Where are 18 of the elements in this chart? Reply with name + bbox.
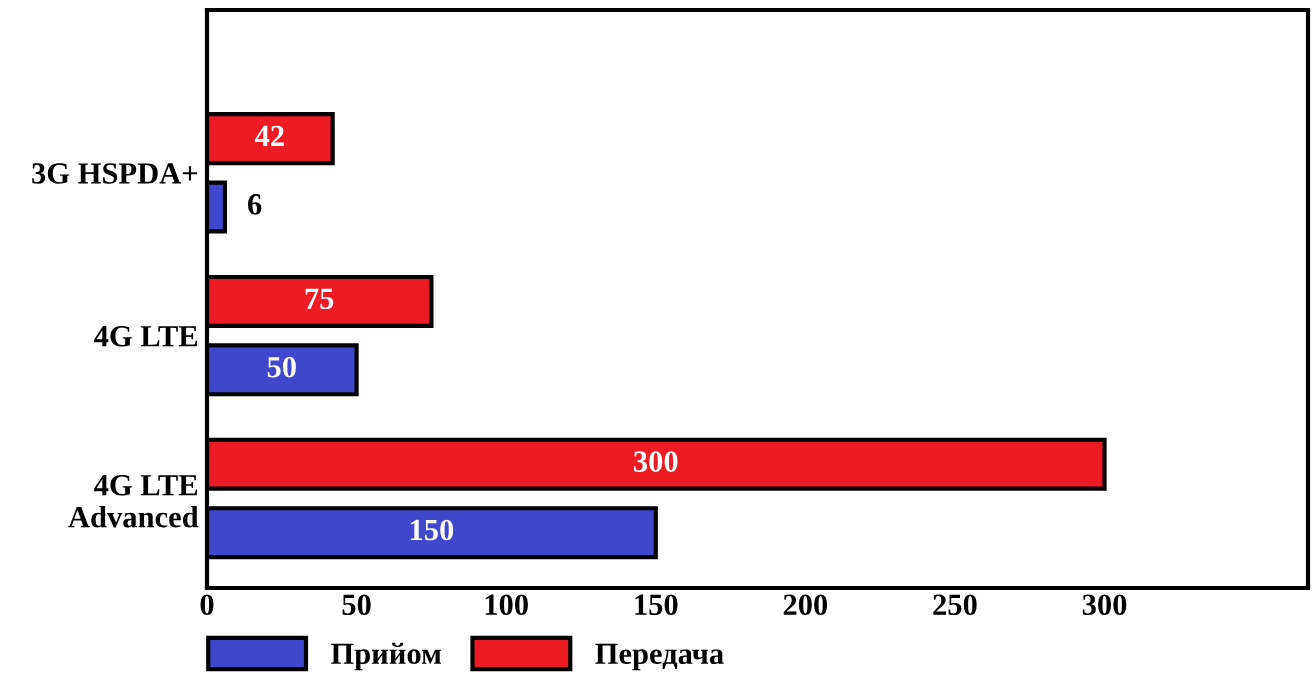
x-tick-label: 0 (200, 594, 214, 616)
y-tick-label: 3G HSPDA+ (32, 163, 198, 184)
x-tick-label: 50 (342, 594, 371, 616)
x-tick-label: 150 (635, 594, 678, 616)
x-tick-label: 100 (485, 594, 528, 616)
data-label: 150 (410, 519, 454, 541)
x-tick-label: 250 (933, 594, 977, 616)
data-label: 50 (267, 356, 296, 378)
data-label: 6 (248, 194, 262, 215)
x-tick-label: 200 (783, 594, 828, 616)
x-tick-label: 300 (1082, 594, 1127, 616)
y-tick-label: 4G LTE (94, 326, 198, 347)
data-label: 75 (305, 288, 334, 310)
data-label: 300 (634, 451, 678, 472)
y-tick-label: 4G LTE Advanced (68, 474, 199, 528)
legend-label: Прийом (331, 642, 441, 671)
data-label: 42 (254, 125, 284, 146)
legend-label: Передача (595, 643, 724, 671)
